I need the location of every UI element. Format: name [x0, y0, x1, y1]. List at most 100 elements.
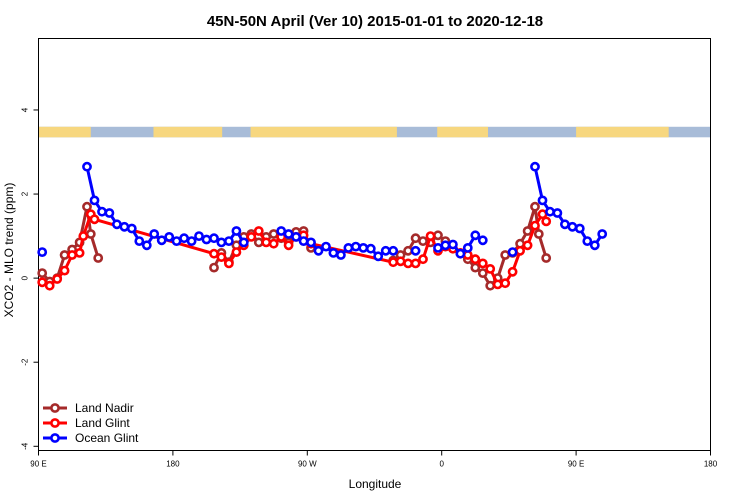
x-tick-label: 0: [439, 460, 444, 469]
land-segment: [250, 126, 397, 138]
x-tick-label: 90 E: [568, 460, 584, 469]
data-point: [37, 268, 48, 278]
land-segment: [153, 126, 223, 138]
data-point: [67, 250, 77, 260]
data-point: [541, 253, 552, 263]
data-point: [298, 236, 309, 246]
series-line: [85, 166, 246, 248]
data-point: [418, 254, 428, 265]
data-point: [104, 208, 115, 218]
data-point: [470, 262, 481, 273]
data-point: [223, 236, 234, 246]
data-point: [522, 226, 533, 236]
data-point: [85, 229, 96, 239]
data-point: [246, 231, 257, 242]
data-point: [455, 248, 466, 259]
x-tick-label: 180: [704, 460, 718, 469]
data-point: [112, 219, 122, 230]
y-axis: -4 -2 0 2 4: [21, 107, 39, 450]
data-point: [164, 231, 175, 242]
legend-swatch-marker: [50, 403, 60, 413]
legend-label: Land Nadir: [75, 401, 134, 415]
data-point: [134, 236, 145, 246]
data-point: [350, 241, 361, 252]
data-point: [507, 266, 518, 277]
data-point: [253, 226, 264, 236]
data-point: [156, 235, 167, 246]
data-point: [283, 240, 294, 251]
data-point: [537, 195, 548, 206]
data-point: [82, 161, 92, 172]
y-tick-label: -2: [21, 358, 30, 366]
data-point: [52, 274, 63, 284]
legend-swatch-marker: [50, 433, 60, 443]
data-point: [283, 229, 294, 239]
data-point: [179, 233, 189, 244]
data-point: [141, 240, 152, 251]
data-point: [216, 252, 227, 262]
data-point: [522, 240, 533, 251]
data-point: [530, 161, 540, 172]
series-land-nadir: [37, 201, 552, 291]
data-point: [477, 258, 488, 269]
data-point: [268, 238, 279, 249]
data-point: [89, 214, 100, 225]
land-ocean-band: [38, 126, 711, 138]
data-point: [462, 242, 473, 253]
data-point: [231, 247, 242, 257]
legend-label: Ocean Glint: [75, 431, 139, 445]
data-point: [440, 240, 451, 251]
data-point: [530, 201, 540, 212]
x-axis: 90 E 180 90 W 0 90 E 180: [30, 450, 718, 469]
data-point: [276, 226, 287, 236]
data-point: [541, 216, 552, 227]
data-point: [477, 268, 488, 278]
data-point: [410, 245, 421, 256]
data-point: [313, 245, 324, 256]
data-point: [209, 262, 219, 273]
data-point: [507, 247, 518, 257]
data-point: [306, 237, 316, 248]
data-point: [365, 243, 376, 254]
data-point: [93, 253, 104, 263]
data-point: [433, 230, 443, 241]
data-point: [418, 236, 428, 246]
data-point: [223, 258, 234, 269]
data-point: [403, 258, 413, 269]
data-point: [373, 251, 384, 262]
data-point: [388, 245, 399, 256]
data-point: [209, 248, 219, 259]
data-point: [37, 247, 48, 257]
data-point: [410, 258, 421, 269]
data-point: [97, 206, 107, 217]
data-point: [470, 230, 481, 241]
y-tick-label: -4: [21, 442, 30, 450]
data-point: [447, 239, 458, 250]
data-point: [597, 229, 608, 239]
data-point: [89, 195, 100, 206]
data-point: [530, 220, 540, 231]
land-segment: [576, 126, 669, 138]
data-point: [186, 236, 197, 246]
data-point: [515, 245, 525, 256]
data-point: [209, 233, 219, 244]
data-point: [335, 250, 346, 260]
data-point: [328, 247, 339, 258]
data-point: [485, 263, 496, 274]
data-point: [44, 280, 55, 291]
data-point: [268, 229, 279, 239]
chart-title: 45N-50N April (Ver 10) 2015-01-01 to 202…: [207, 13, 543, 30]
data-point: [231, 226, 242, 236]
data-point: [533, 229, 544, 239]
data-point: [470, 254, 481, 265]
data-point: [380, 245, 391, 256]
data-point: [358, 242, 369, 253]
data-point: [78, 231, 89, 241]
series-ocean-glint: [37, 161, 608, 262]
data-point: [201, 234, 212, 245]
data-point: [171, 236, 182, 246]
data-point: [574, 223, 585, 234]
data-point: [403, 245, 413, 256]
data-point: [321, 241, 331, 252]
